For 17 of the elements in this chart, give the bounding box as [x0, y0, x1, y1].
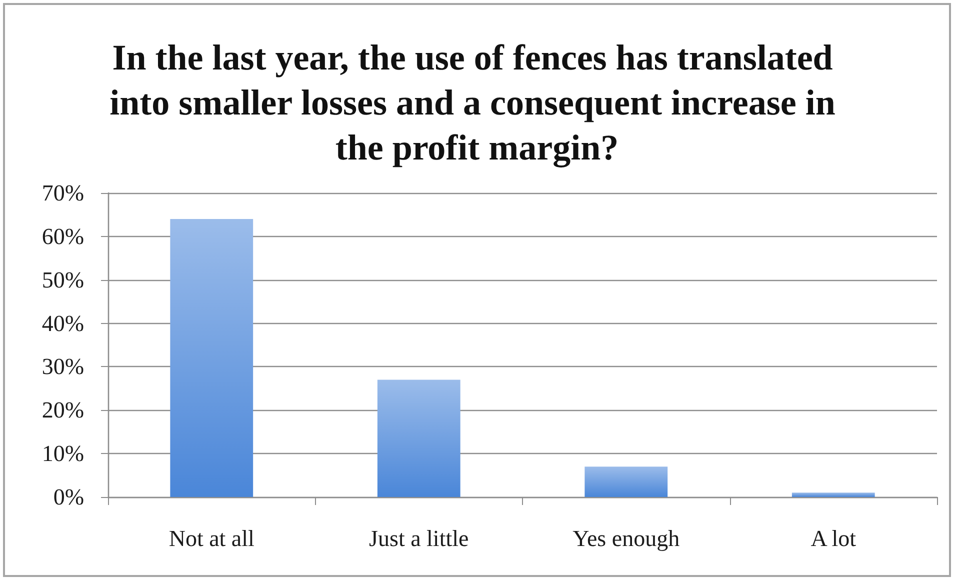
y-tick-label: 30% — [42, 354, 84, 380]
bar — [170, 219, 254, 497]
x-tick-label: Yes enough — [572, 526, 680, 551]
x-tick-label: Not at all — [168, 526, 254, 551]
y-tick-label: 50% — [42, 267, 84, 292]
x-tick-label: A lot — [810, 526, 857, 551]
y-tick-label: 0% — [53, 484, 84, 510]
y-tick-label: 10% — [42, 441, 84, 466]
y-tick-label: 70% — [42, 180, 84, 206]
y-tick-label: 40% — [42, 310, 84, 336]
x-tick-label: Just a little — [369, 526, 469, 551]
y-tick-label: 20% — [42, 398, 84, 423]
bar — [792, 492, 875, 497]
bar — [584, 466, 668, 497]
bar — [377, 380, 460, 497]
y-tick-label: 60% — [42, 224, 84, 249]
chart-title: In the last year, the use of fences has translated into smaller losses and a consequent increase in the profit margin? — [110, 38, 844, 168]
